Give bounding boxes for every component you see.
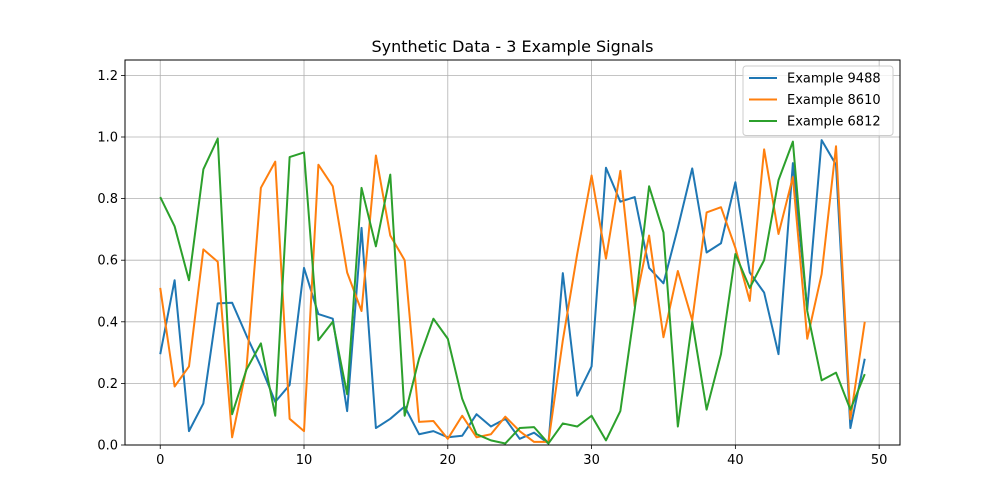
legend-label: Example 9488 — [787, 72, 881, 87]
series-line-1 — [159, 139, 866, 445]
series-line-3 — [159, 137, 866, 445]
series-lines — [159, 137, 866, 445]
y-tick-label: 1.2 — [97, 69, 118, 84]
y-tick-label: 0.4 — [97, 315, 118, 330]
y-tick-label: 1.0 — [97, 131, 118, 146]
y-tick-label: 0.8 — [97, 192, 118, 207]
chart-title: Synthetic Data - 3 Example Signals — [371, 37, 653, 56]
series-line-2 — [159, 145, 866, 443]
plot-frame — [124, 59, 901, 446]
axis-ticks: 0 10 20 30 40 50 0.0 0.2 0.4 0.6 0.8 1.0 1.2 — [97, 69, 887, 468]
x-tick-label: 10 — [296, 453, 313, 468]
x-tick-label: 30 — [583, 453, 600, 468]
x-tick-label: 0 — [156, 453, 164, 468]
legend-label: Example 6812 — [787, 115, 881, 130]
y-tick-label: 0.6 — [97, 254, 118, 269]
legend-box — [742, 65, 894, 136]
legend: Example 9488 Example 8610 Example 6812 — [742, 65, 894, 136]
x-tick-label: 20 — [440, 453, 457, 468]
x-tick-label: 50 — [871, 453, 888, 468]
x-tick-label: 40 — [727, 453, 744, 468]
legend-label: Example 8610 — [787, 93, 881, 108]
y-tick-label: 0.2 — [97, 377, 118, 392]
y-tick-label: 0.0 — [97, 439, 118, 454]
